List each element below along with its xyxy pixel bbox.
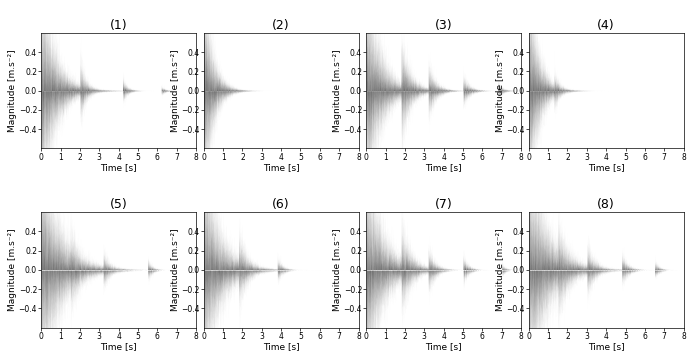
Title: (3): (3) (435, 19, 453, 32)
Title: (6): (6) (272, 198, 290, 211)
X-axis label: Time [s]: Time [s] (425, 342, 462, 351)
Y-axis label: Magnitude [m.s⁻²]: Magnitude [m.s⁻²] (496, 49, 505, 132)
Y-axis label: Magnitude [m.s⁻²]: Magnitude [m.s⁻²] (8, 49, 17, 132)
Title: (7): (7) (435, 198, 453, 211)
Title: (4): (4) (598, 19, 615, 32)
X-axis label: Time [s]: Time [s] (100, 342, 137, 351)
Title: (8): (8) (597, 198, 615, 211)
X-axis label: Time [s]: Time [s] (100, 163, 137, 172)
X-axis label: Time [s]: Time [s] (588, 342, 624, 351)
Y-axis label: Magnitude [m.s⁻²]: Magnitude [m.s⁻²] (8, 229, 17, 311)
Y-axis label: Magnitude [m.s⁻²]: Magnitude [m.s⁻²] (496, 229, 505, 311)
Y-axis label: Magnitude [m.s⁻²]: Magnitude [m.s⁻²] (170, 229, 180, 311)
Title: (1): (1) (110, 19, 127, 32)
Title: (2): (2) (272, 19, 290, 32)
Title: (5): (5) (110, 198, 128, 211)
X-axis label: Time [s]: Time [s] (263, 163, 300, 172)
Y-axis label: Magnitude [m.s⁻²]: Magnitude [m.s⁻²] (333, 229, 342, 311)
X-axis label: Time [s]: Time [s] (588, 163, 624, 172)
X-axis label: Time [s]: Time [s] (425, 163, 462, 172)
X-axis label: Time [s]: Time [s] (263, 342, 300, 351)
Y-axis label: Magnitude [m.s⁻²]: Magnitude [m.s⁻²] (170, 49, 180, 132)
Y-axis label: Magnitude [m.s⁻²]: Magnitude [m.s⁻²] (333, 49, 342, 132)
